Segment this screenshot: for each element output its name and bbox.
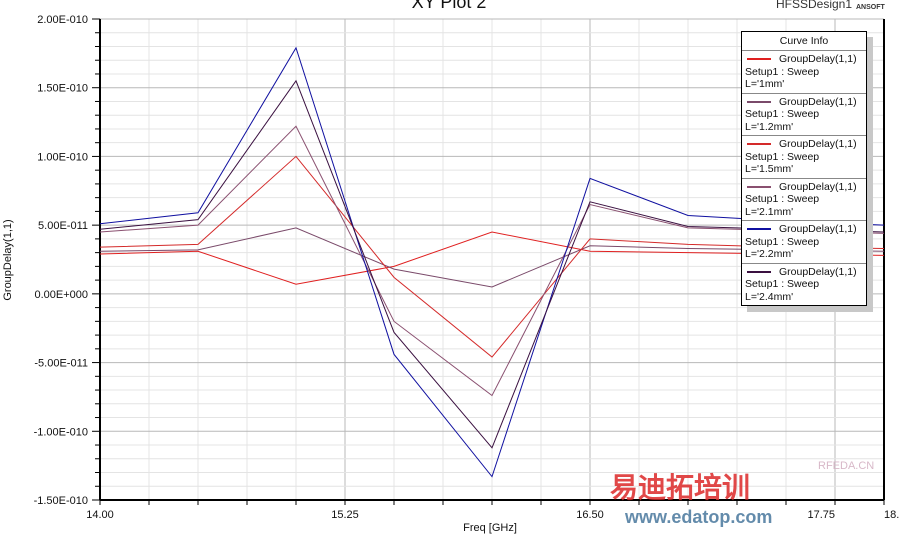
x-axis-label: Freq [GHz] (463, 522, 517, 534)
watermark-rfeda: RFEDA.CN (818, 460, 875, 472)
x-tick-label: 14.00 (86, 509, 114, 521)
legend-setup: Setup1 : Sweep (745, 108, 820, 120)
y-tick-label: 2.00E-010 (37, 14, 88, 26)
legend-param: L='2.4mm' (745, 290, 794, 303)
x-tick-label: 17.75 (807, 509, 835, 521)
legend-setup: Setup1 : Sweep (745, 65, 820, 78)
legend-swatch (747, 228, 771, 231)
legend-curve-name: GroupDelay(1,1) (779, 265, 857, 278)
y-tick-label: -1.00E-010 (34, 426, 88, 438)
legend-setup: Setup1 : Sweep (745, 150, 820, 163)
legend-curve-name: GroupDelay(1,1) (779, 138, 857, 150)
legend-item[interactable]: GroupDelay(1,1) Setup1 : Sweep L='1.5mm' (742, 136, 866, 179)
y-tick-label: 1.50E-010 (37, 83, 88, 95)
legend-curve-name: GroupDelay(1,1) (779, 53, 857, 65)
y-tick-label: -1.50E-010 (34, 495, 88, 507)
y-axis-label: GroupDelay(1,1) (2, 219, 14, 300)
legend-param: L='1.2mm' (745, 120, 794, 133)
x-tick-label: 16.50 (576, 509, 604, 521)
legend-curve-name: GroupDelay(1,1) (779, 95, 857, 108)
legend-item[interactable]: GroupDelay(1,1) Setup1 : Sweep L='1mm' (742, 51, 866, 94)
y-tick-label: 5.00E-011 (38, 220, 88, 232)
legend-param: L='1mm' (745, 78, 785, 90)
legend-item[interactable]: GroupDelay(1,1) Setup1 : Sweep L='2.4mm' (742, 264, 866, 306)
legend-swatch (747, 143, 771, 146)
legend-curve-name: GroupDelay(1,1) (779, 180, 857, 193)
legend-swatch (747, 185, 771, 188)
legend-setup: Setup1 : Sweep (745, 235, 820, 248)
legend-swatch (747, 58, 771, 61)
legend-item[interactable]: GroupDelay(1,1) Setup1 : Sweep L='2.1mm' (742, 179, 866, 221)
legend-setup: Setup1 : Sweep (745, 193, 820, 205)
legend-title: Curve Info (742, 32, 866, 51)
legend-param: L='1.5mm' (745, 163, 794, 175)
watermark-cn: 易迪拓培训 (610, 472, 751, 503)
legend-curve-name: GroupDelay(1,1) (779, 223, 857, 235)
y-tick-label: 1.00E-010 (37, 151, 88, 163)
y-tick-label: 0.00E+000 (34, 289, 88, 301)
ansoft-logo: ANSOFT (856, 4, 886, 11)
design-name: HFSSDesign1 (776, 0, 852, 11)
legend-item[interactable]: GroupDelay(1,1) Setup1 : Sweep L='1.2mm' (742, 94, 866, 136)
y-tick-label: -5.00E-011 (34, 358, 88, 370)
legend-item[interactable]: GroupDelay(1,1) Setup1 : Sweep L='2.2mm' (742, 221, 866, 264)
curve-info-legend[interactable]: Curve Info GroupDelay(1,1) Setup1 : Sweep… (741, 31, 867, 306)
x-tick-label: 18.00 (884, 509, 899, 521)
legend-swatch (747, 270, 771, 273)
watermark-url: www.edatop.com (625, 507, 773, 527)
legend-param: L='2.2mm' (745, 248, 794, 260)
legend-setup: Setup1 : Sweep (745, 278, 820, 290)
x-tick-label: 15.25 (331, 509, 359, 521)
legend-param: L='2.1mm' (745, 205, 794, 218)
chart-title: XY Plot 2 (412, 0, 487, 12)
legend-swatch (747, 100, 771, 103)
